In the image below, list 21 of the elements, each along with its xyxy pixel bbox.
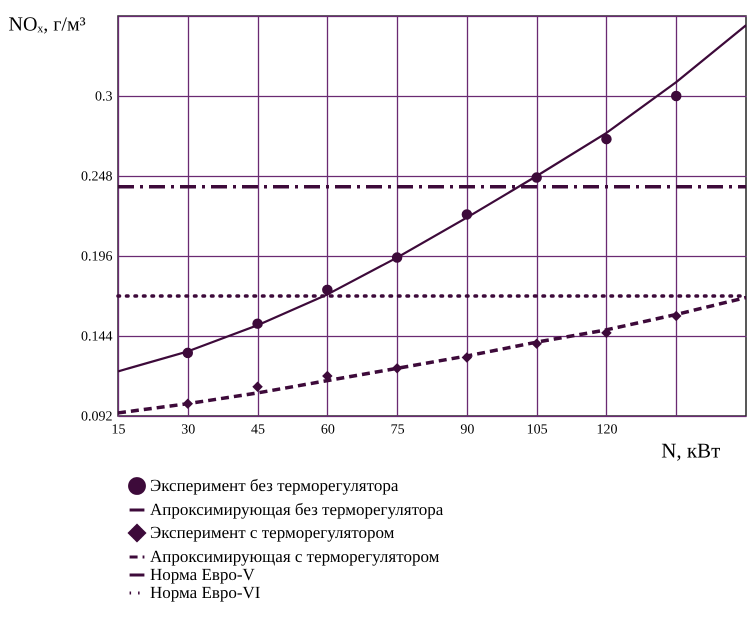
y-tick-label: 0.196 bbox=[81, 250, 112, 264]
y-axis-title: NOₓ, г/м³ bbox=[8, 14, 86, 36]
legend-label: Эксперимент без терморегулятора bbox=[150, 476, 399, 495]
x-tick-label: 90 bbox=[460, 422, 474, 438]
legend-label: Эксперимент с терморегулятором bbox=[150, 523, 395, 542]
x-tick-label: 15 bbox=[112, 422, 126, 438]
x-tick-label: 30 bbox=[181, 422, 196, 438]
legend-label: Норма Евро-V bbox=[150, 565, 256, 584]
legend-label: Норма Евро-VI bbox=[150, 583, 261, 602]
y-tick-label: 0.144 bbox=[81, 330, 112, 344]
x-tick-label: 120 bbox=[596, 422, 618, 438]
x-tick-label: 75 bbox=[390, 422, 405, 438]
y-tick-label: 0.3 bbox=[95, 90, 112, 104]
x-tick-label: 105 bbox=[526, 422, 548, 438]
y-tick-label: 0.248 bbox=[81, 170, 112, 184]
x-tick-label: 45 bbox=[251, 422, 266, 438]
x-axis-title: N, кВт bbox=[661, 438, 720, 462]
y-tick-label: 0.092 bbox=[81, 410, 112, 424]
x-tick-label: 60 bbox=[320, 422, 335, 438]
legend-label: Апроксимирующая без терморегулятора bbox=[150, 500, 444, 519]
legend-label: Апроксимирующая с терморегулятором bbox=[150, 547, 440, 566]
